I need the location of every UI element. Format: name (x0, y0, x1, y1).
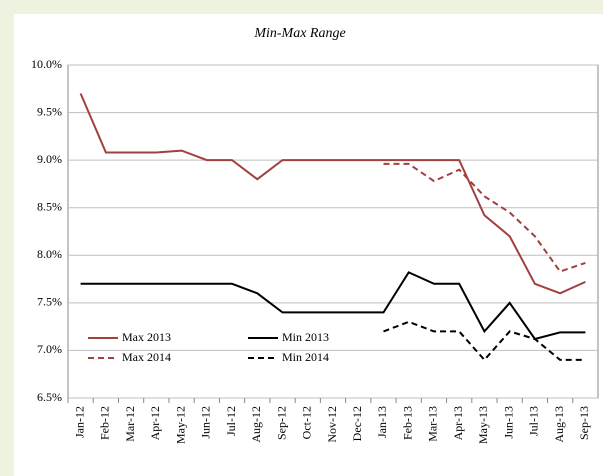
x-tick-label: Aug-12 (249, 406, 263, 443)
x-tick-label: Jul-12 (224, 406, 238, 436)
x-tick-label: Jan-12 (72, 406, 86, 438)
x-tick-label: Mar-13 (426, 406, 440, 442)
y-tick-label: 9.0% (37, 152, 62, 166)
legend-label: Min 2014 (282, 350, 329, 364)
x-tick-label: Jul-13 (527, 406, 541, 436)
x-tick-label: Feb-12 (98, 406, 112, 440)
x-tick-label: Jan-13 (375, 406, 389, 438)
y-tick-label: 9.5% (37, 104, 62, 118)
series-line (383, 162, 586, 273)
legend-label: Max 2014 (122, 350, 171, 364)
chart-subtitle: Min-Max Range (253, 26, 345, 41)
x-tick-label: Apr-12 (148, 406, 162, 440)
y-tick-label: 8.0% (37, 247, 62, 261)
x-tick-label: Oct-12 (300, 406, 314, 439)
x-tick-label: Mar-12 (123, 406, 137, 442)
y-tick-label: 6.5% (37, 390, 62, 404)
x-tick-label: Sep-13 (577, 406, 591, 440)
x-tick-label: Feb-13 (400, 406, 414, 440)
x-tick-label: Dec-12 (350, 406, 364, 441)
legend-label: Min 2013 (282, 330, 329, 344)
x-tick-label: May-13 (476, 406, 490, 444)
y-tick-label: 10.0% (31, 57, 62, 71)
series-line (383, 320, 586, 362)
x-tick-label: Apr-13 (451, 406, 465, 440)
y-tick-label: 7.0% (37, 342, 62, 356)
x-tick-label: Jun-13 (501, 406, 515, 439)
x-tick-label: Nov-12 (325, 406, 339, 443)
x-tick-label: May-12 (173, 406, 187, 444)
legend-label: Max 2013 (122, 330, 171, 344)
x-tick-label: Aug-13 (552, 406, 566, 443)
plot-area (67, 64, 599, 399)
y-tick-label: 8.5% (37, 199, 62, 213)
x-tick-label: Jun-12 (199, 406, 213, 439)
x-tick-label: Sep-12 (274, 406, 288, 440)
series-line (79, 93, 586, 295)
series-line (80, 271, 586, 341)
y-tick-label: 7.5% (37, 295, 62, 309)
